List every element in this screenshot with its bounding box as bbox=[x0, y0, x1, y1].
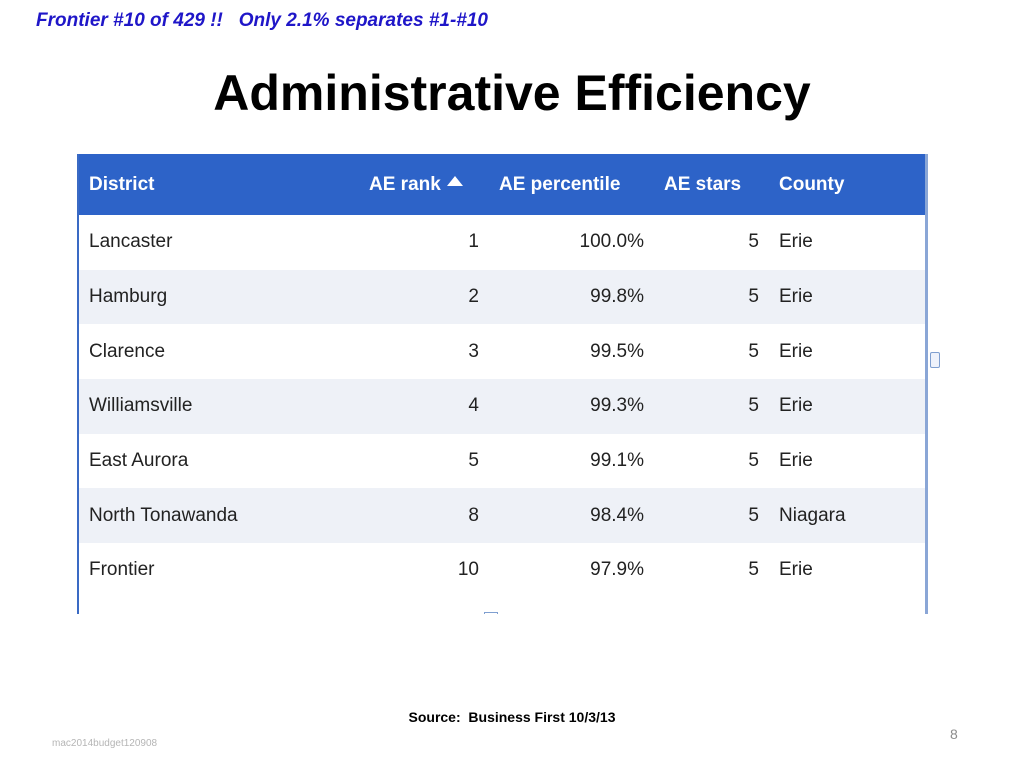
cell-ae-percentile: 98.4% bbox=[590, 504, 644, 526]
page-number: 8 bbox=[950, 726, 958, 742]
table-left-border bbox=[77, 154, 79, 614]
cell-district: East Aurora bbox=[89, 450, 189, 472]
scrollbar-handle-icon[interactable] bbox=[930, 352, 940, 368]
cell-ae-percentile: 99.5% bbox=[590, 340, 644, 362]
column-header-county[interactable]: County bbox=[769, 154, 925, 215]
table-right-border bbox=[925, 154, 928, 614]
cell-ae-percentile: 100.0% bbox=[579, 231, 644, 253]
cell-county: Erie bbox=[779, 395, 813, 417]
cell-county: Erie bbox=[779, 450, 813, 472]
cell-county: Erie bbox=[779, 340, 813, 362]
column-header-label: AE stars bbox=[664, 173, 742, 195]
cell-county: Niagara bbox=[779, 504, 846, 526]
table-header-row: District AE rank AE percentile AE stars … bbox=[79, 154, 925, 215]
table-row: Williamsville 4 99.3% 5 Erie bbox=[79, 379, 925, 434]
cell-county: Erie bbox=[779, 559, 813, 581]
ranking-table-panel: District AE rank AE percentile AE stars … bbox=[77, 154, 941, 614]
cell-ae-percentile: 99.3% bbox=[590, 395, 644, 417]
cell-district: North Tonawanda bbox=[89, 504, 238, 526]
cell-district: Williamsville bbox=[89, 395, 193, 417]
table-row: Frontier 10 97.9% 5 Erie bbox=[79, 543, 925, 598]
cell-ae-percentile: 99.8% bbox=[590, 286, 644, 308]
cell-county: Erie bbox=[779, 286, 813, 308]
source-note: Source: Business First 10/3/13 bbox=[408, 709, 616, 725]
column-header-label: AE percentile bbox=[499, 173, 621, 195]
cell-ae-rank: 3 bbox=[468, 340, 479, 362]
cell-ae-stars: 5 bbox=[748, 286, 759, 308]
cell-ae-rank: 5 bbox=[468, 450, 479, 472]
column-header-label: District bbox=[89, 173, 155, 195]
column-header-district[interactable]: District bbox=[79, 154, 359, 215]
column-header-label: County bbox=[779, 173, 845, 195]
column-header-ae-rank[interactable]: AE rank bbox=[359, 154, 489, 215]
cutoff-checkbox-icon bbox=[484, 612, 498, 614]
cell-ae-percentile: 99.1% bbox=[590, 450, 644, 472]
cell-county: Erie bbox=[779, 231, 813, 253]
table-row-cutoff bbox=[79, 598, 925, 614]
cell-ae-rank: 2 bbox=[468, 286, 479, 308]
cell-district: Clarence bbox=[89, 340, 166, 362]
scrollbar-track[interactable] bbox=[928, 154, 941, 614]
footer-file-id: mac2014budget120908 bbox=[52, 738, 158, 749]
cell-ae-stars: 5 bbox=[748, 450, 759, 472]
cell-ae-rank: 4 bbox=[468, 395, 479, 417]
table-row: East Aurora 5 99.1% 5 Erie bbox=[79, 433, 925, 489]
column-header-ae-percentile[interactable]: AE percentile bbox=[489, 154, 654, 215]
cell-ae-rank: 1 bbox=[468, 231, 479, 253]
cell-ae-percentile: 97.9% bbox=[590, 559, 644, 581]
slide-title: Administrative Efficiency bbox=[213, 65, 811, 121]
column-header-ae-stars[interactable]: AE stars bbox=[654, 154, 769, 215]
cell-ae-stars: 5 bbox=[748, 504, 759, 526]
slide-subtitle: Frontier #10 of 429 !! Only 2.1% separat… bbox=[36, 10, 488, 31]
table-row: Clarence 3 99.5% 5 Erie bbox=[79, 324, 925, 380]
column-header-label: AE rank bbox=[369, 173, 441, 195]
cell-ae-stars: 5 bbox=[748, 231, 759, 253]
table-row: North Tonawanda 8 98.4% 5 Niagara bbox=[79, 488, 925, 544]
cell-district: Lancaster bbox=[89, 231, 173, 253]
cell-ae-stars: 5 bbox=[748, 340, 759, 362]
table-row: Hamburg 2 99.8% 5 Erie bbox=[79, 269, 925, 325]
cell-district: Hamburg bbox=[89, 286, 168, 308]
cell-ae-stars: 5 bbox=[748, 559, 759, 581]
table-row: Lancaster 1 100.0% 5 Erie bbox=[79, 215, 925, 270]
ranking-table: District AE rank AE percentile AE stars … bbox=[79, 154, 925, 598]
cell-ae-rank: 10 bbox=[457, 559, 479, 581]
cell-ae-rank: 8 bbox=[468, 504, 479, 526]
sort-ascending-icon bbox=[446, 175, 463, 186]
cell-ae-stars: 5 bbox=[748, 395, 759, 417]
cell-district: Frontier bbox=[89, 559, 155, 581]
